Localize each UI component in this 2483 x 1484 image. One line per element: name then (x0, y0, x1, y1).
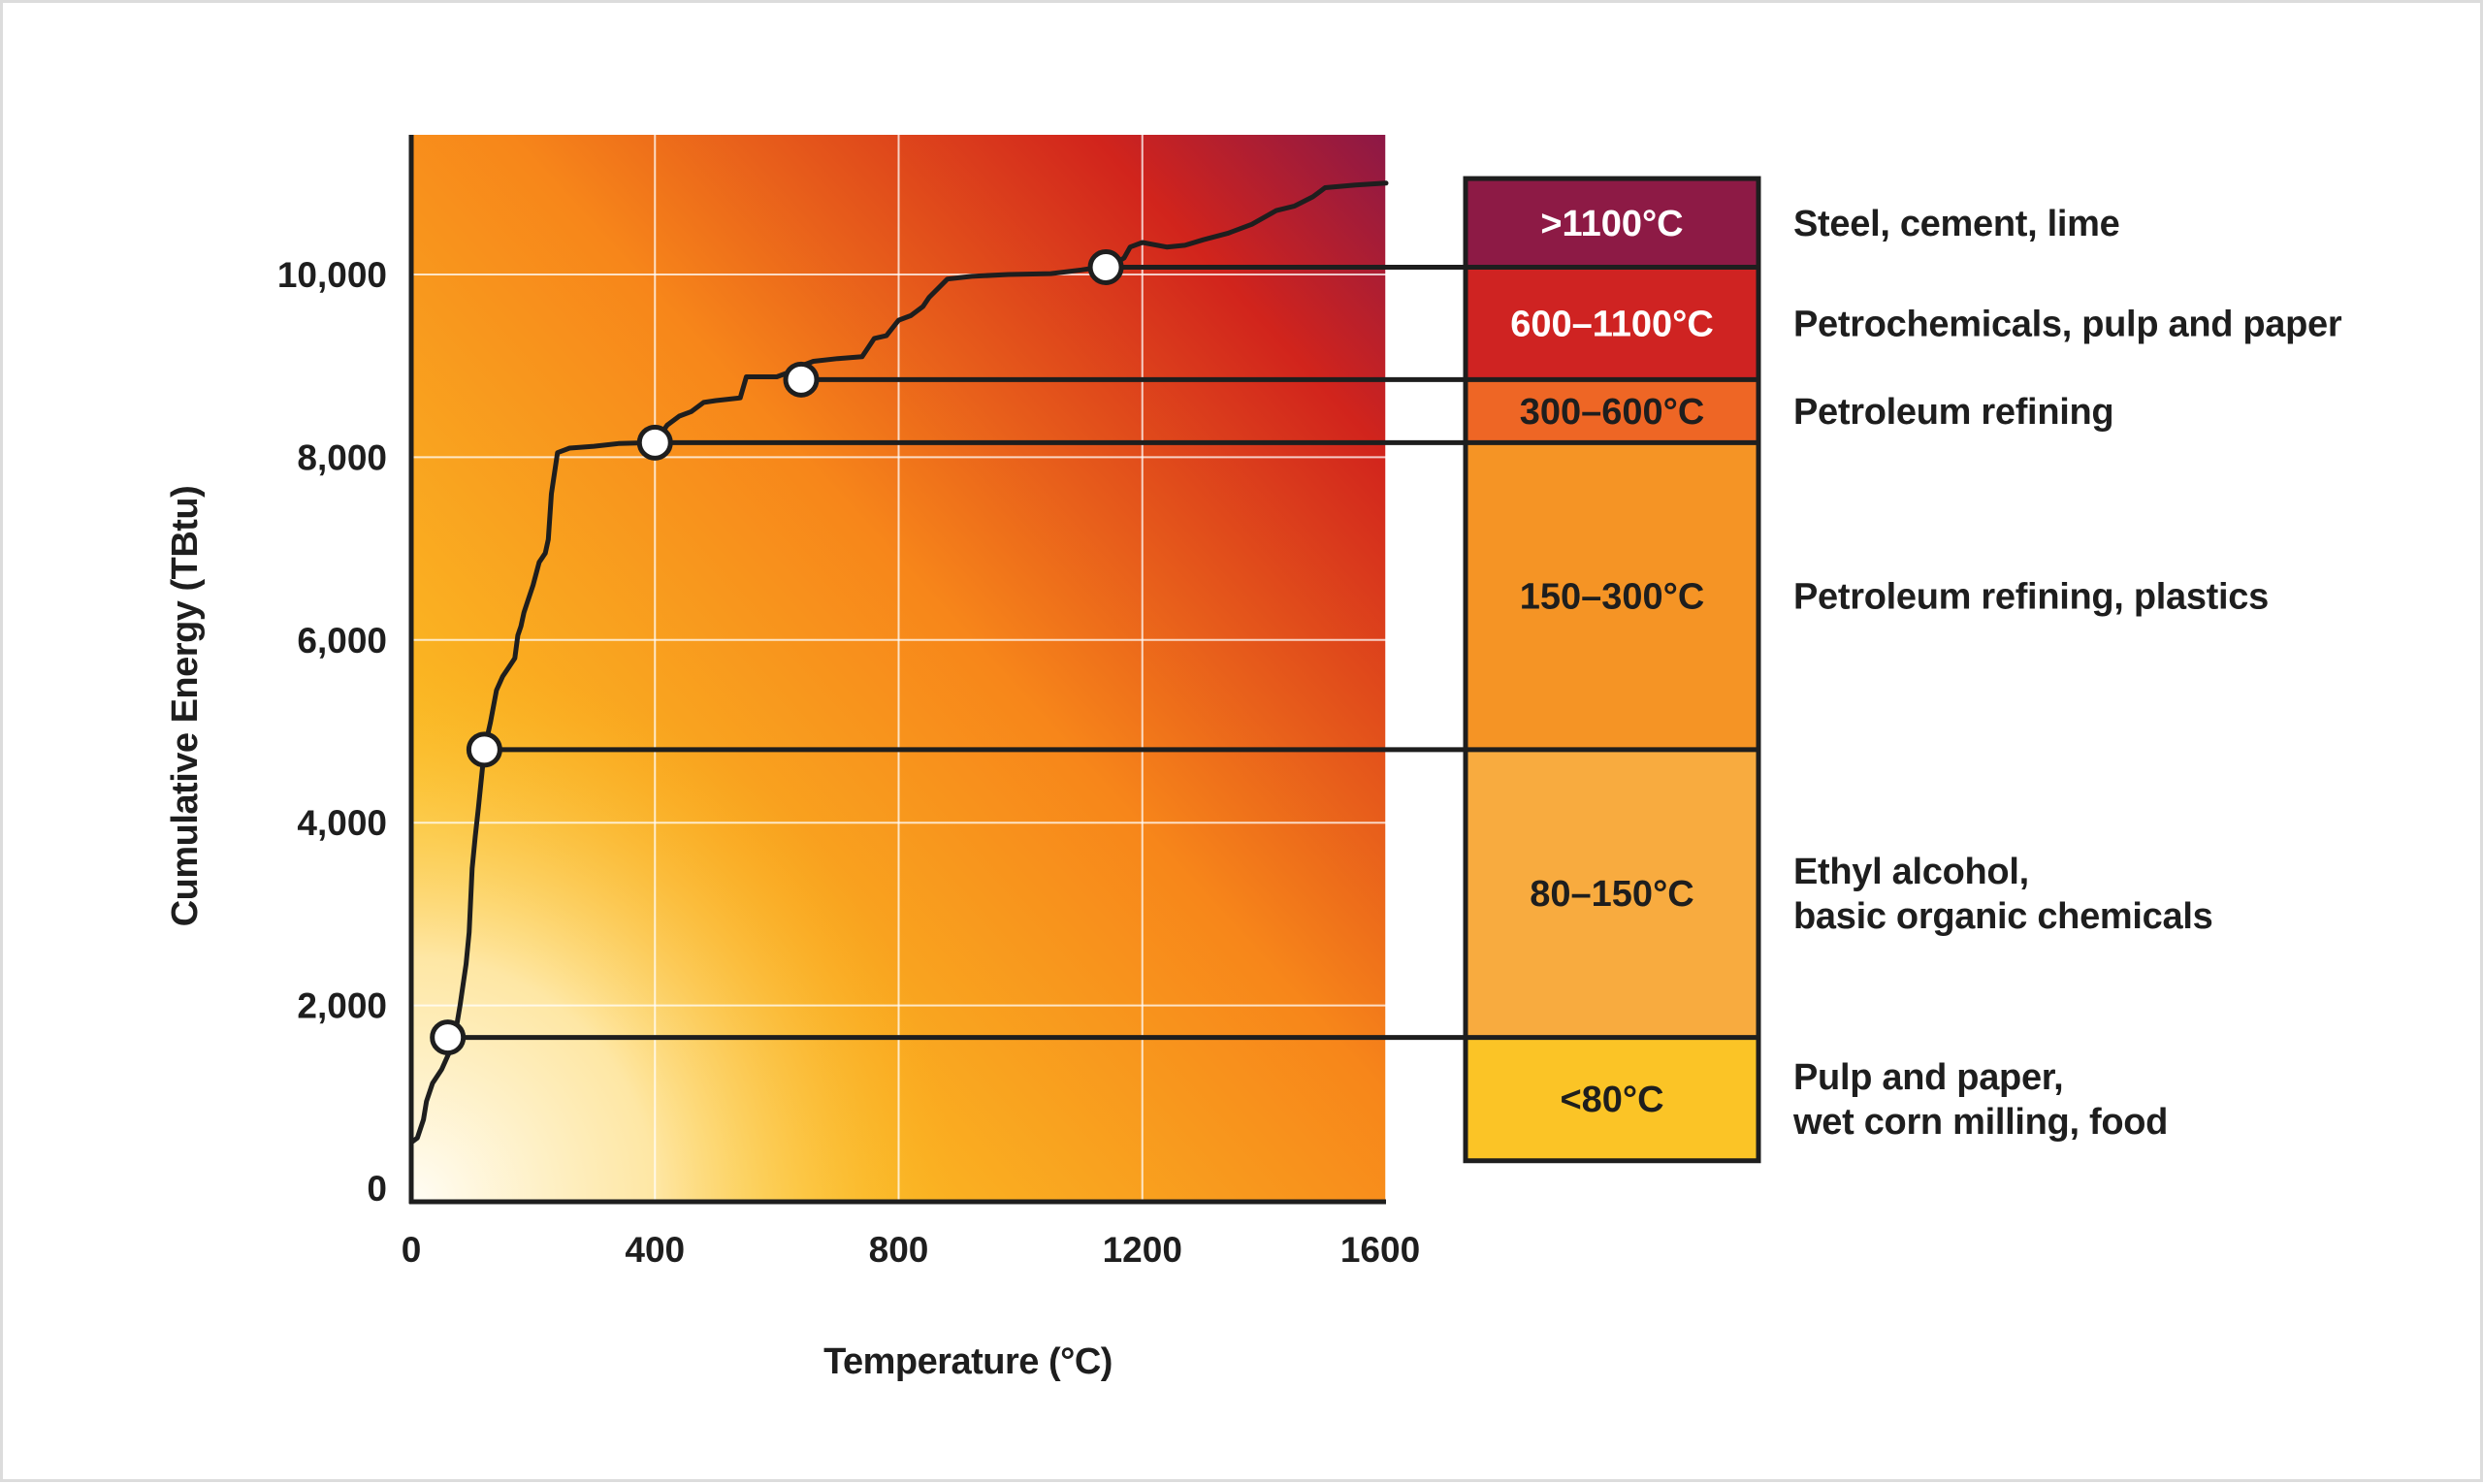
band-temperature-label: 300–600°C (1520, 392, 1705, 433)
x-tick-label: 1600 (1340, 1230, 1420, 1270)
energy-temperature-chart: 0 2,000 4,000 6,000 8,000 10,000 0 400 800 1200 1… (165, 135, 2342, 1382)
sector-labels: Steel, cement, lime Petrochemicals, pulp … (1792, 204, 2342, 1143)
x-axis-ticks: 0 400 800 1200 1600 (402, 1230, 1420, 1270)
band-connector-lines (447, 264, 1466, 1041)
band-temperature-label: 600–1100°C (1510, 304, 1714, 344)
x-tick-label: 400 (625, 1230, 685, 1270)
sector-label: Ethyl alcohol, (1793, 852, 2029, 892)
sector-label: Petroleum refining, plastics (1793, 577, 2269, 618)
temperature-band-stack: >1100°C 600–1100°C 300–600°C 150–300°C 80–15… (1463, 176, 1761, 1164)
boundary-marker (783, 361, 820, 398)
temperature-band (1466, 178, 1758, 268)
grid-lines (411, 135, 1387, 1202)
y-tick-label: 4,000 (297, 803, 387, 843)
sector-label: Petroleum refining (1793, 392, 2113, 433)
y-tick-label: 2,000 (297, 986, 387, 1026)
x-axis-title: Temperature (°C) (823, 1341, 1113, 1382)
band-temperature-label: 150–300°C (1520, 577, 1705, 618)
temperature-band (1466, 267, 1758, 380)
boundary-marker (1087, 248, 1124, 285)
y-axis-title: Cumulative Energy (TBtu) (165, 486, 206, 927)
plot-area (408, 135, 1466, 1205)
x-tick-label: 800 (869, 1230, 929, 1270)
sector-label: Petrochemicals, pulp and paper (1793, 304, 2342, 344)
y-tick-label: 6,000 (297, 621, 387, 661)
temperature-band (1466, 442, 1758, 750)
y-tick-label: 10,000 (277, 255, 387, 295)
y-axis-ticks: 0 2,000 4,000 6,000 8,000 10,000 (277, 255, 387, 1209)
band-temperature-label: 80–150°C (1530, 874, 1693, 915)
boundary-marker (430, 1019, 467, 1056)
y-tick-label: 0 (367, 1169, 387, 1209)
sector-label: Pulp and paper, (1793, 1057, 2063, 1098)
sector-label: wet corn milling, food (1792, 1102, 2168, 1143)
sector-label: Steel, cement, lime (1793, 204, 2119, 244)
band-stack-border (1463, 176, 1761, 1164)
temperature-band (1466, 379, 1758, 443)
x-tick-label: 1200 (1103, 1230, 1182, 1270)
y-tick-label: 8,000 (297, 437, 387, 477)
temperature-band (1466, 749, 1758, 1038)
boundary-marker (466, 731, 502, 768)
sector-label: basic organic chemicals (1793, 896, 2212, 937)
temperature-band (1466, 1037, 1758, 1161)
band-temperature-label: <80°C (1560, 1080, 1663, 1120)
boundary-marker (636, 424, 673, 461)
cumulative-energy-line (408, 180, 1389, 1145)
band-temperature-label: >1100°C (1540, 204, 1683, 244)
band-boundary-markers (430, 248, 1124, 1056)
x-tick-label: 0 (402, 1230, 422, 1270)
